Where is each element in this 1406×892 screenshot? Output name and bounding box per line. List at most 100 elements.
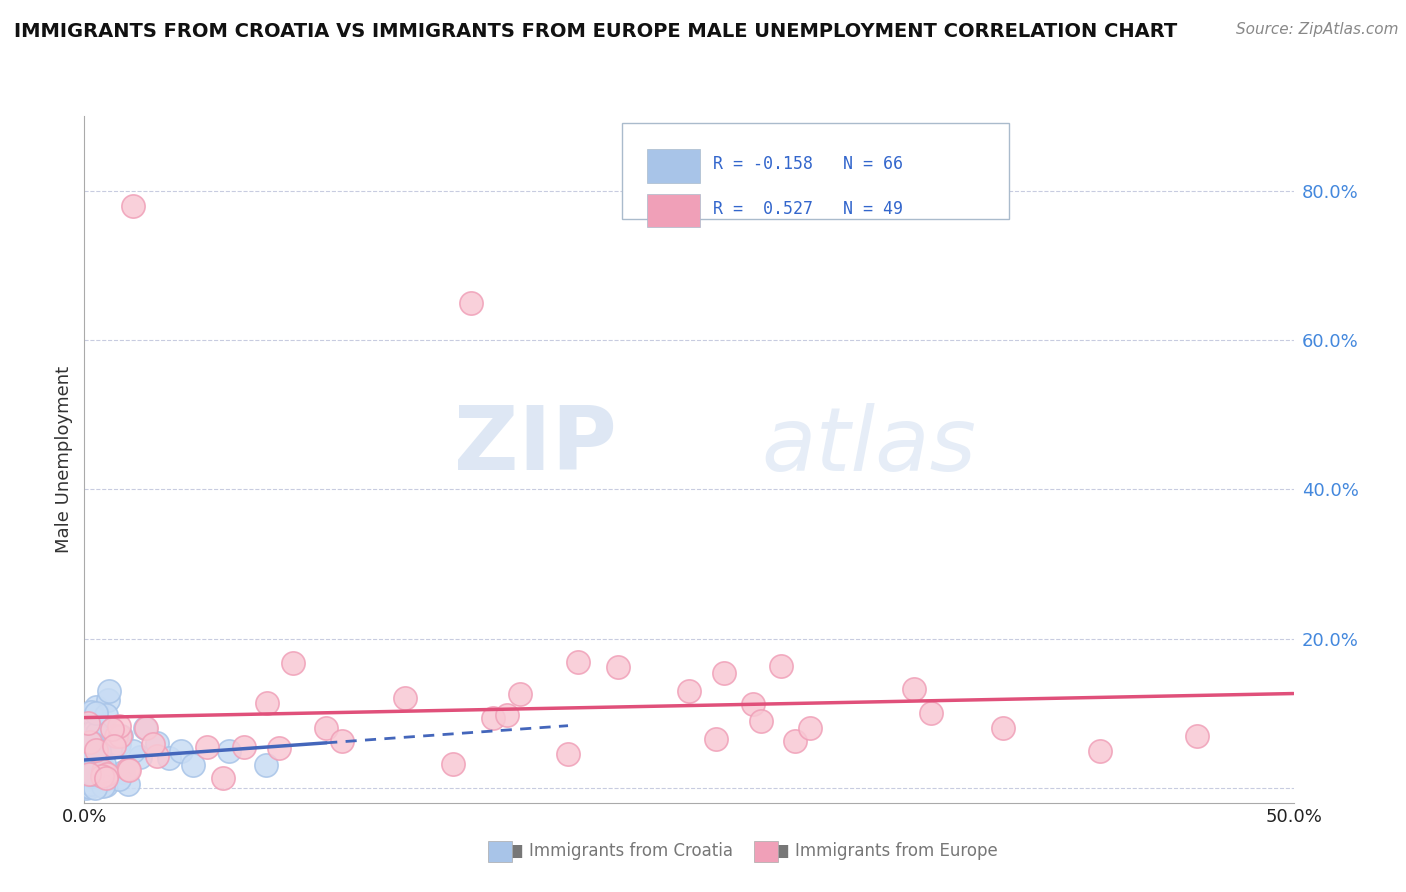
Point [117,777,139,791]
Point [93,765,115,780]
Point [80,751,103,765]
Point [79,780,101,794]
FancyBboxPatch shape [647,149,700,183]
Point [103,739,125,753]
Point [84,743,107,757]
Point [993,721,1015,735]
Point [1088,743,1111,757]
Point [713,666,735,681]
Point [799,721,821,735]
Point [254,758,277,772]
Point [80,777,103,791]
Point [118,763,141,777]
Point [77,767,100,781]
Point [128,749,150,764]
Point [330,734,353,748]
Point [86,706,108,721]
Point [84,699,107,714]
Point [82,748,104,763]
Point [76,766,98,780]
Point [460,295,482,310]
Point [770,659,793,673]
Point [84,780,107,795]
Point [134,721,156,735]
Point [606,660,628,674]
Point [704,732,727,747]
Point [83,739,105,754]
Point [441,757,464,772]
Point [315,721,337,735]
Point [121,198,143,212]
Point [82,771,104,785]
Point [104,729,127,743]
Point [91,761,114,775]
FancyBboxPatch shape [647,194,700,227]
Point [496,707,519,722]
FancyBboxPatch shape [623,123,1010,219]
Point [146,736,169,750]
Point [83,751,105,765]
Point [89,742,111,756]
Point [75,776,97,790]
Point [211,771,233,785]
Point [170,743,193,757]
Point [82,766,104,780]
Point [80,769,103,783]
Point [75,731,97,746]
Point [94,771,117,785]
Point [394,690,416,705]
Point [108,729,131,743]
Point [86,764,108,778]
Text: ■ Immigrants from Croatia: ■ Immigrants from Croatia [508,842,733,860]
Point [86,726,108,740]
Point [903,681,925,696]
Point [89,747,111,762]
Point [80,705,103,719]
Point [135,721,157,735]
Point [76,777,98,791]
FancyBboxPatch shape [754,841,779,862]
Point [83,757,105,772]
Point [83,723,105,738]
Point [1185,729,1208,743]
Point [91,779,114,793]
Point [93,756,115,771]
Point [117,762,139,776]
Point [93,764,115,779]
Text: atlas: atlas [762,402,976,489]
Point [567,656,589,670]
Point [91,769,114,783]
Point [783,733,806,747]
Point [256,696,278,710]
Point [108,732,131,747]
Point [678,683,700,698]
Point [157,751,180,765]
Point [110,729,132,743]
Point [94,707,117,722]
Point [77,772,100,787]
Point [82,753,104,767]
Point [751,714,773,728]
Point [82,736,104,750]
Point [741,697,763,711]
Point [80,741,103,756]
Text: R =  0.527   N = 49: R = 0.527 N = 49 [713,200,903,218]
Point [79,735,101,749]
Y-axis label: Male Unemployment: Male Unemployment [55,366,73,553]
Text: R = -0.158   N = 66: R = -0.158 N = 66 [713,155,903,173]
Point [76,762,98,776]
Point [146,748,169,763]
Point [108,772,131,786]
Point [73,746,96,760]
Point [920,706,942,721]
Point [107,737,129,751]
Point [96,767,118,781]
Point [181,758,204,772]
Point [121,743,143,757]
Point [77,716,100,731]
Point [82,747,104,761]
Point [83,764,105,779]
Point [218,743,240,757]
Point [77,770,100,784]
Text: ■ Immigrants from Europe: ■ Immigrants from Europe [773,842,997,860]
